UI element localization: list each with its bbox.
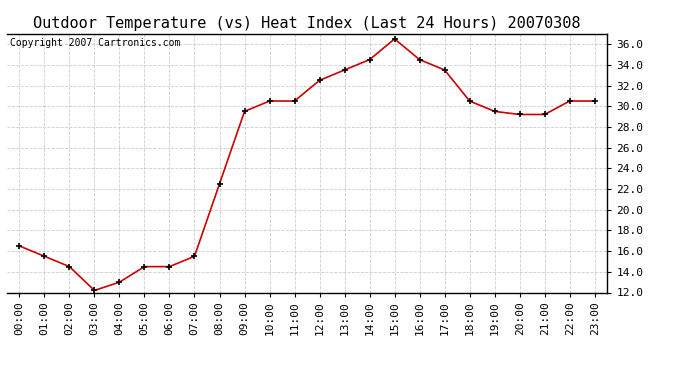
Title: Outdoor Temperature (vs) Heat Index (Last 24 Hours) 20070308: Outdoor Temperature (vs) Heat Index (Las… xyxy=(33,16,581,31)
Text: Copyright 2007 Cartronics.com: Copyright 2007 Cartronics.com xyxy=(10,38,180,48)
